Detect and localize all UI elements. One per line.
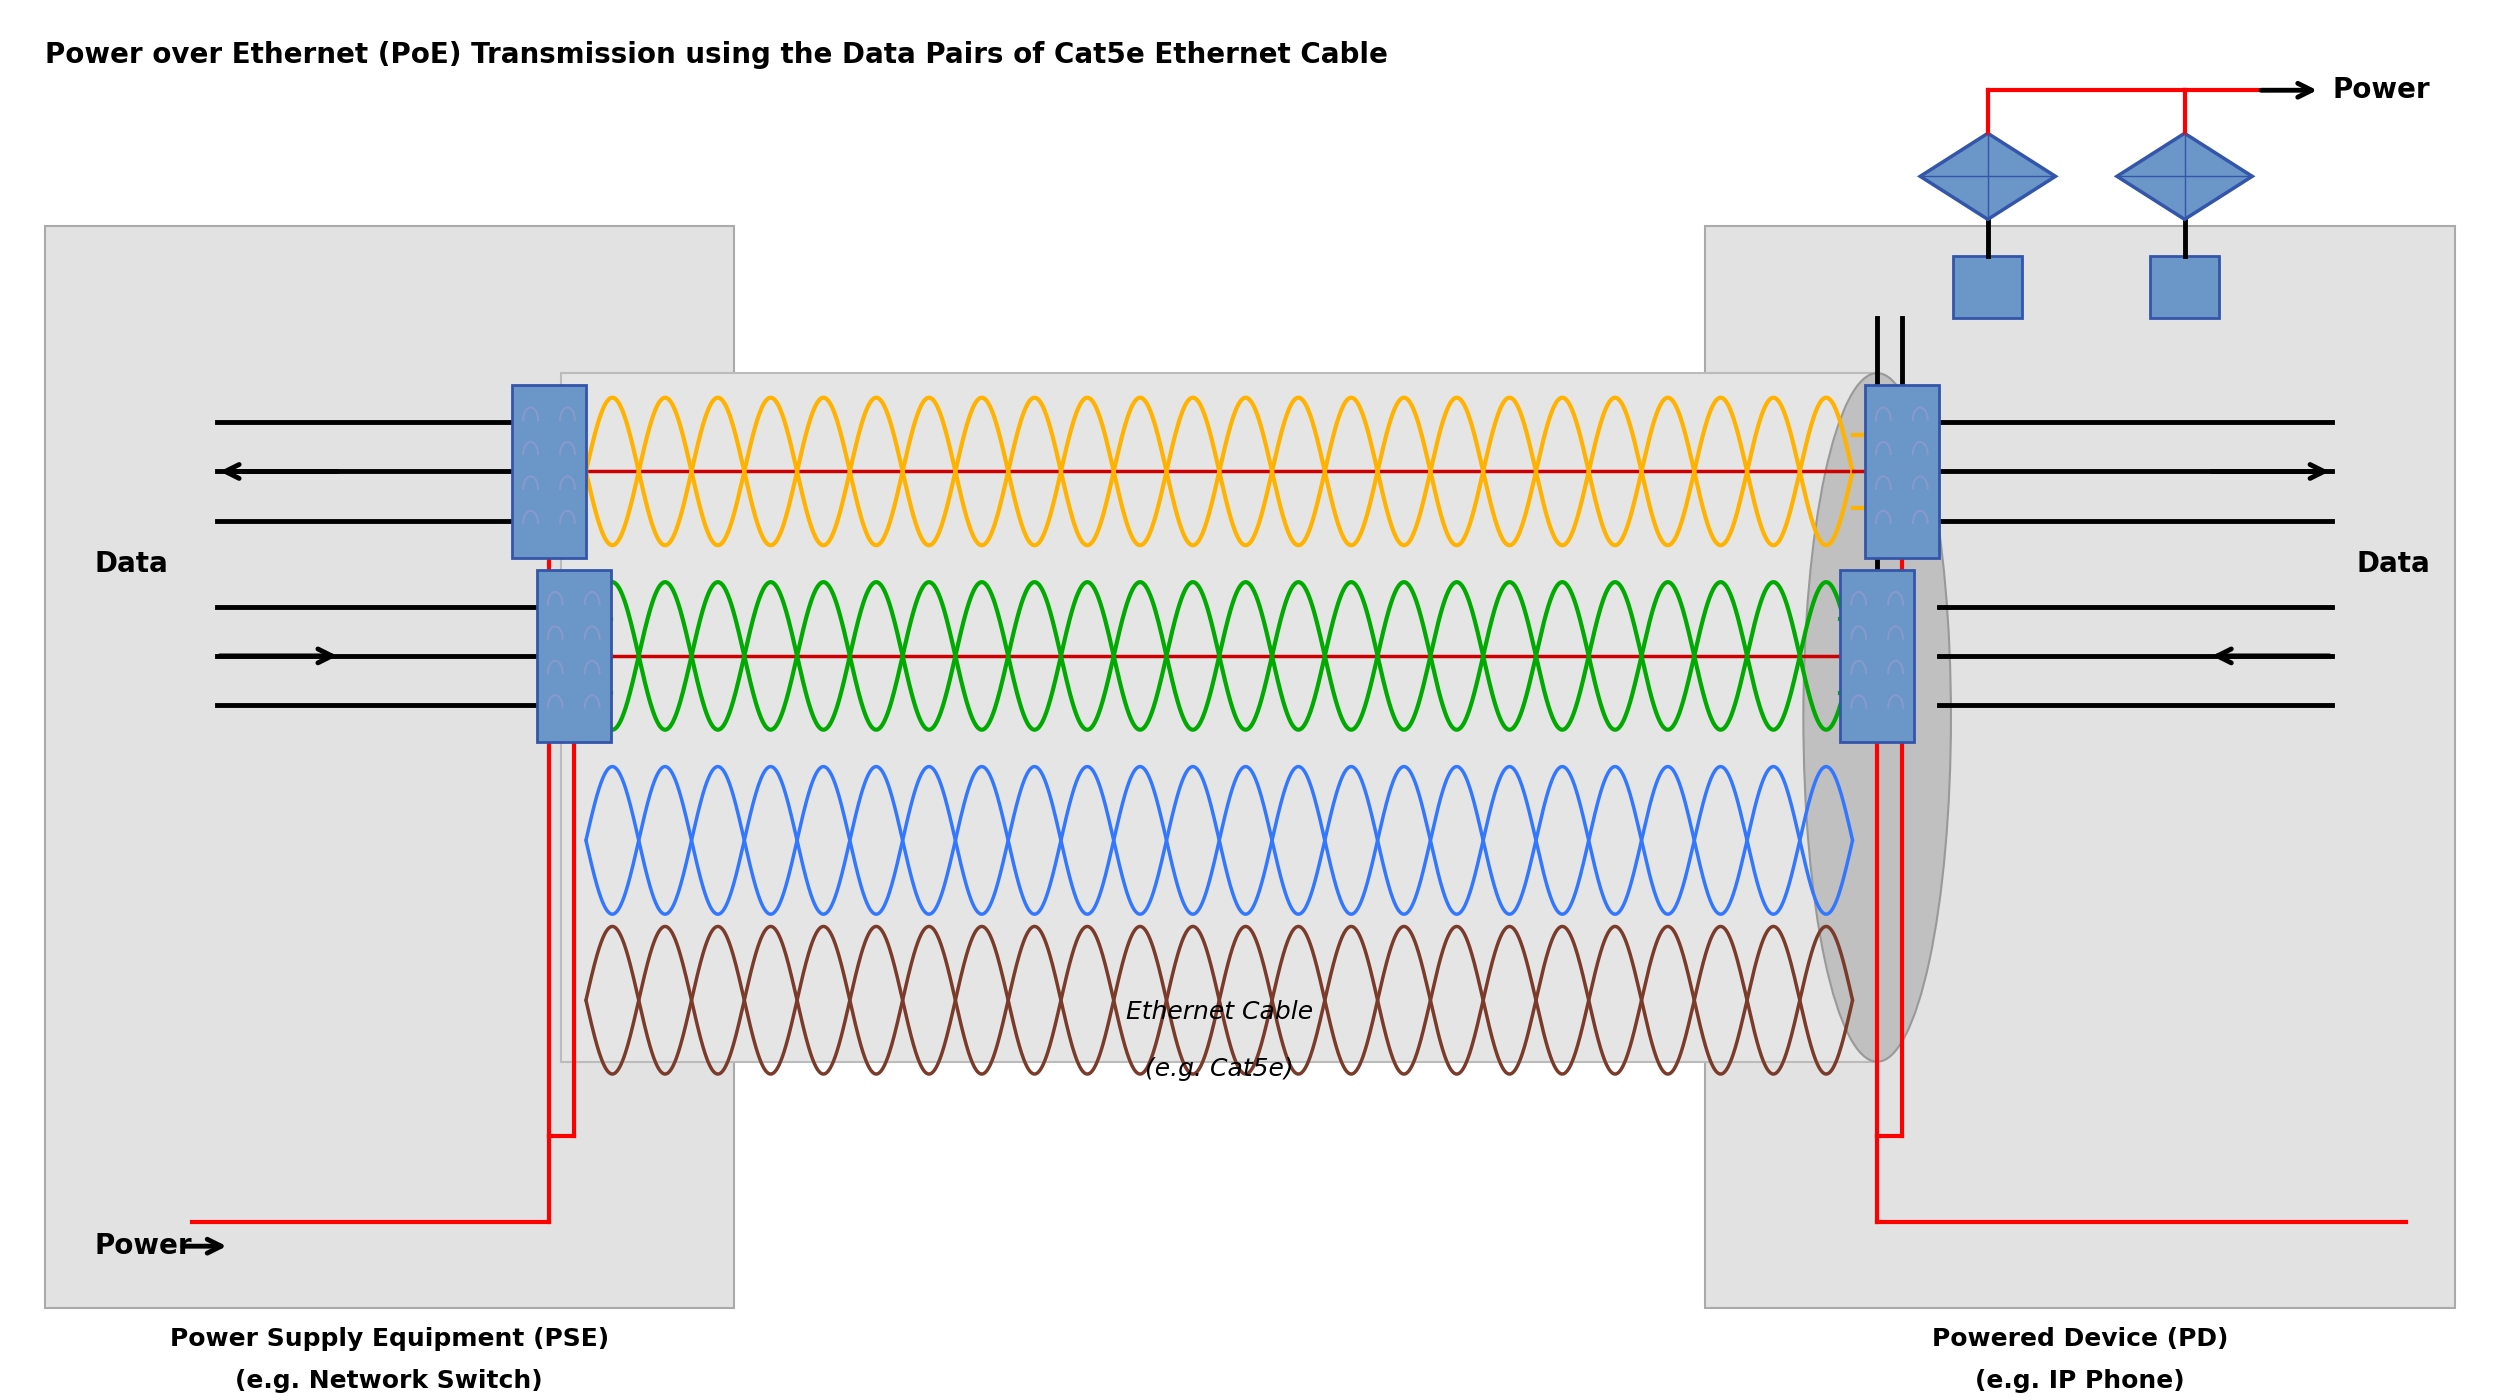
Text: (e.g. Network Switch): (e.g. Network Switch) (235, 1369, 542, 1393)
Text: (e.g. Cat5e): (e.g. Cat5e) (1145, 1057, 1292, 1081)
FancyBboxPatch shape (2150, 256, 2220, 318)
FancyBboxPatch shape (45, 225, 732, 1308)
Polygon shape (2118, 133, 2252, 220)
Text: Data: Data (95, 550, 168, 578)
Polygon shape (1920, 133, 2055, 220)
FancyBboxPatch shape (1840, 570, 1915, 742)
Text: Powered Device (PD): Powered Device (PD) (1932, 1327, 2228, 1351)
Ellipse shape (1802, 372, 1950, 1061)
FancyBboxPatch shape (1705, 225, 2455, 1308)
FancyBboxPatch shape (512, 385, 585, 557)
Text: Power: Power (95, 1232, 192, 1260)
Text: Power Supply Equipment (PSE): Power Supply Equipment (PSE) (170, 1327, 610, 1351)
Text: Ethernet Cable: Ethernet Cable (1125, 1000, 1312, 1025)
Text: Power over Ethernet (PoE) Transmission using the Data Pairs of Cat5e Ethernet Ca: Power over Ethernet (PoE) Transmission u… (45, 41, 1388, 69)
Text: Data: Data (2358, 550, 2430, 578)
FancyBboxPatch shape (1865, 385, 1938, 557)
Text: (e.g. IP Phone): (e.g. IP Phone) (1975, 1369, 2185, 1393)
FancyBboxPatch shape (562, 372, 1878, 1061)
Text: Power: Power (2332, 76, 2430, 104)
FancyBboxPatch shape (538, 570, 610, 742)
FancyBboxPatch shape (1952, 256, 2022, 318)
